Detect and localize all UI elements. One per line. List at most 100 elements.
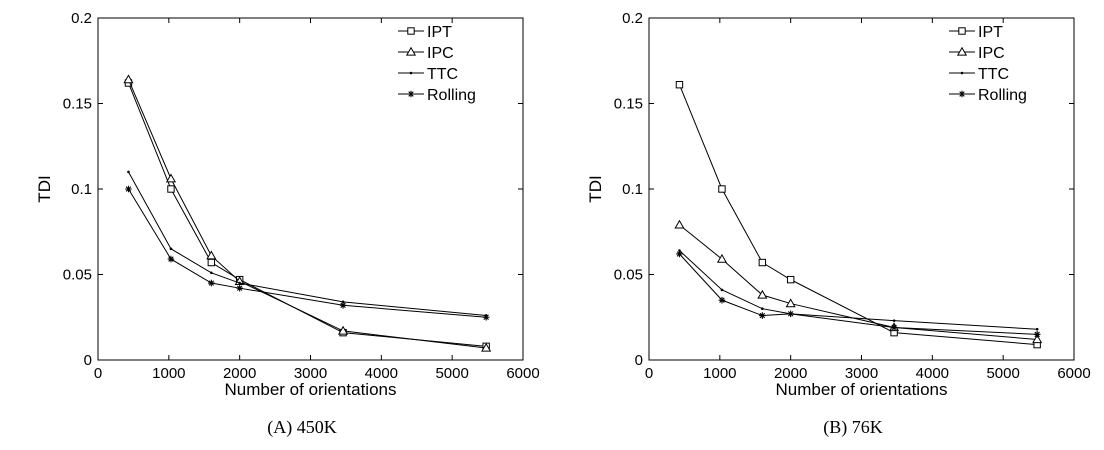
- data-point-ttc: [892, 319, 896, 322]
- series-line-ipc: [127, 79, 487, 349]
- x-tick-label: 2000: [774, 365, 807, 382]
- series-ipc: [123, 74, 492, 352]
- data-point-rolling: [890, 324, 898, 331]
- legend-marker: [409, 71, 413, 75]
- data-point-rolling: [1033, 331, 1041, 338]
- legend-label: IPC: [978, 45, 1005, 62]
- legend-marker: [958, 90, 966, 98]
- chart-panel-2: 0 1000 2000 3000 4000 5000 6000 0 0.05 0.1 0.15 0.2…: [586, 10, 1091, 399]
- x-axis-label: Number of orientations: [225, 380, 397, 399]
- caption-prefix: (A): [267, 417, 292, 438]
- legend-label: TTC: [978, 66, 1009, 83]
- x-tick-label: 3000: [294, 365, 327, 382]
- data-point-ipt: [718, 185, 726, 193]
- series-ttc: [678, 249, 1039, 331]
- data-point-ipc: [757, 289, 768, 299]
- legend-item-ipt: IPT: [949, 24, 1003, 41]
- series-line-ttc: [679, 250, 1038, 330]
- legend-marker: [956, 46, 968, 56]
- legend-label: IPT: [427, 24, 452, 41]
- x-tick-label: 0: [645, 365, 653, 382]
- x-tick-label: 1000: [152, 365, 185, 382]
- data-point-ipc: [165, 173, 177, 183]
- y-tick-label: 0.15: [614, 96, 643, 113]
- legend-item-ttc: TTC: [949, 66, 1009, 83]
- legend-label: Rolling: [427, 87, 476, 104]
- data-point-rolling: [125, 185, 132, 193]
- x-tick-label: 6000: [506, 365, 539, 382]
- data-point-rolling: [787, 310, 794, 318]
- legend-marker: [958, 27, 966, 35]
- series-line-ipt: [678, 84, 1038, 346]
- x-tick-label: 4000: [365, 365, 398, 382]
- data-point-ttc: [210, 271, 213, 275]
- legend-item-rolling: Rolling: [949, 87, 1027, 104]
- legend-item-rolling: Rolling: [398, 87, 476, 104]
- data-point-ttc: [720, 288, 724, 292]
- data-point-ttc: [341, 300, 345, 304]
- y-tick-label: 0.1: [71, 181, 92, 198]
- data-point-ipc: [338, 325, 349, 335]
- x-tick-label: 2000: [223, 365, 256, 382]
- legend-label: Rolling: [978, 87, 1027, 104]
- x-tick-label: 1000: [703, 365, 736, 382]
- data-point-ttc: [238, 281, 241, 285]
- x-tick-label: 5000: [986, 365, 1019, 382]
- legend-item-ipc: IPC: [398, 45, 454, 62]
- data-point-rolling: [236, 284, 243, 292]
- legend: IPT IPC TTC Rolling: [398, 24, 476, 104]
- data-point-rolling: [482, 313, 490, 321]
- series-line-ipt: [127, 82, 487, 347]
- series-line-rolling: [128, 188, 487, 318]
- y-tick-label: 0.2: [622, 10, 643, 27]
- series-ipt: [124, 79, 490, 351]
- plot-frame: [97, 17, 524, 361]
- series-ipt: [675, 80, 1041, 349]
- chart-panel-1: 0 1000 2000 3000 4000 5000 6000 0 0.05 0.1 0.15 0.2…: [35, 10, 540, 399]
- series-ipc: [674, 219, 1043, 344]
- series-rolling: [125, 185, 490, 321]
- legend-marker: [960, 71, 964, 75]
- series-line-rolling: [679, 253, 1038, 335]
- legend: IPT IPC TTC Rolling: [949, 24, 1027, 104]
- data-point-ttc: [1035, 327, 1039, 331]
- data-point-ipt: [758, 258, 767, 267]
- legend-label: IPC: [427, 45, 454, 62]
- data-point-rolling: [167, 255, 175, 263]
- caption-prefix: (B): [823, 417, 847, 438]
- data-point-ipt: [675, 80, 684, 89]
- y-tick-label: 0.05: [63, 267, 92, 284]
- data-point-ipt: [207, 258, 216, 267]
- y-axis-label: TDI: [586, 175, 605, 202]
- data-point-ipc: [206, 250, 217, 260]
- x-tick-label: 5000: [435, 365, 468, 382]
- series-rolling: [676, 250, 1041, 338]
- plot-frame: [648, 17, 1075, 361]
- data-point-rolling: [208, 279, 215, 287]
- legend-marker: [407, 27, 415, 35]
- data-point-ttc: [678, 249, 681, 252]
- data-point-ipc: [481, 342, 492, 352]
- legend-marker: [407, 90, 415, 98]
- caption-label: 450K: [292, 417, 337, 437]
- legend-item-ipt: IPT: [398, 24, 452, 41]
- x-axis-label: Number of orientations: [776, 380, 948, 399]
- x-tick-label: 0: [94, 365, 102, 382]
- data-point-ipt: [167, 185, 175, 193]
- data-point-ipc: [674, 219, 685, 229]
- panel-caption: (B) 76K: [823, 417, 883, 438]
- data-point-ttc: [127, 170, 130, 174]
- data-point-ipc: [716, 253, 728, 263]
- legend-item-ipc: IPC: [949, 45, 1005, 62]
- x-tick-label: 3000: [845, 365, 878, 382]
- data-point-rolling: [676, 250, 683, 258]
- data-point-ttc: [761, 307, 764, 311]
- y-tick-label: 0.1: [622, 181, 643, 198]
- y-tick-label: 0: [635, 352, 643, 369]
- data-point-rolling: [339, 301, 347, 309]
- legend-label: IPT: [978, 24, 1003, 41]
- legend-label: TTC: [427, 66, 458, 83]
- data-point-ttc: [169, 247, 173, 251]
- data-point-ipt: [786, 275, 795, 284]
